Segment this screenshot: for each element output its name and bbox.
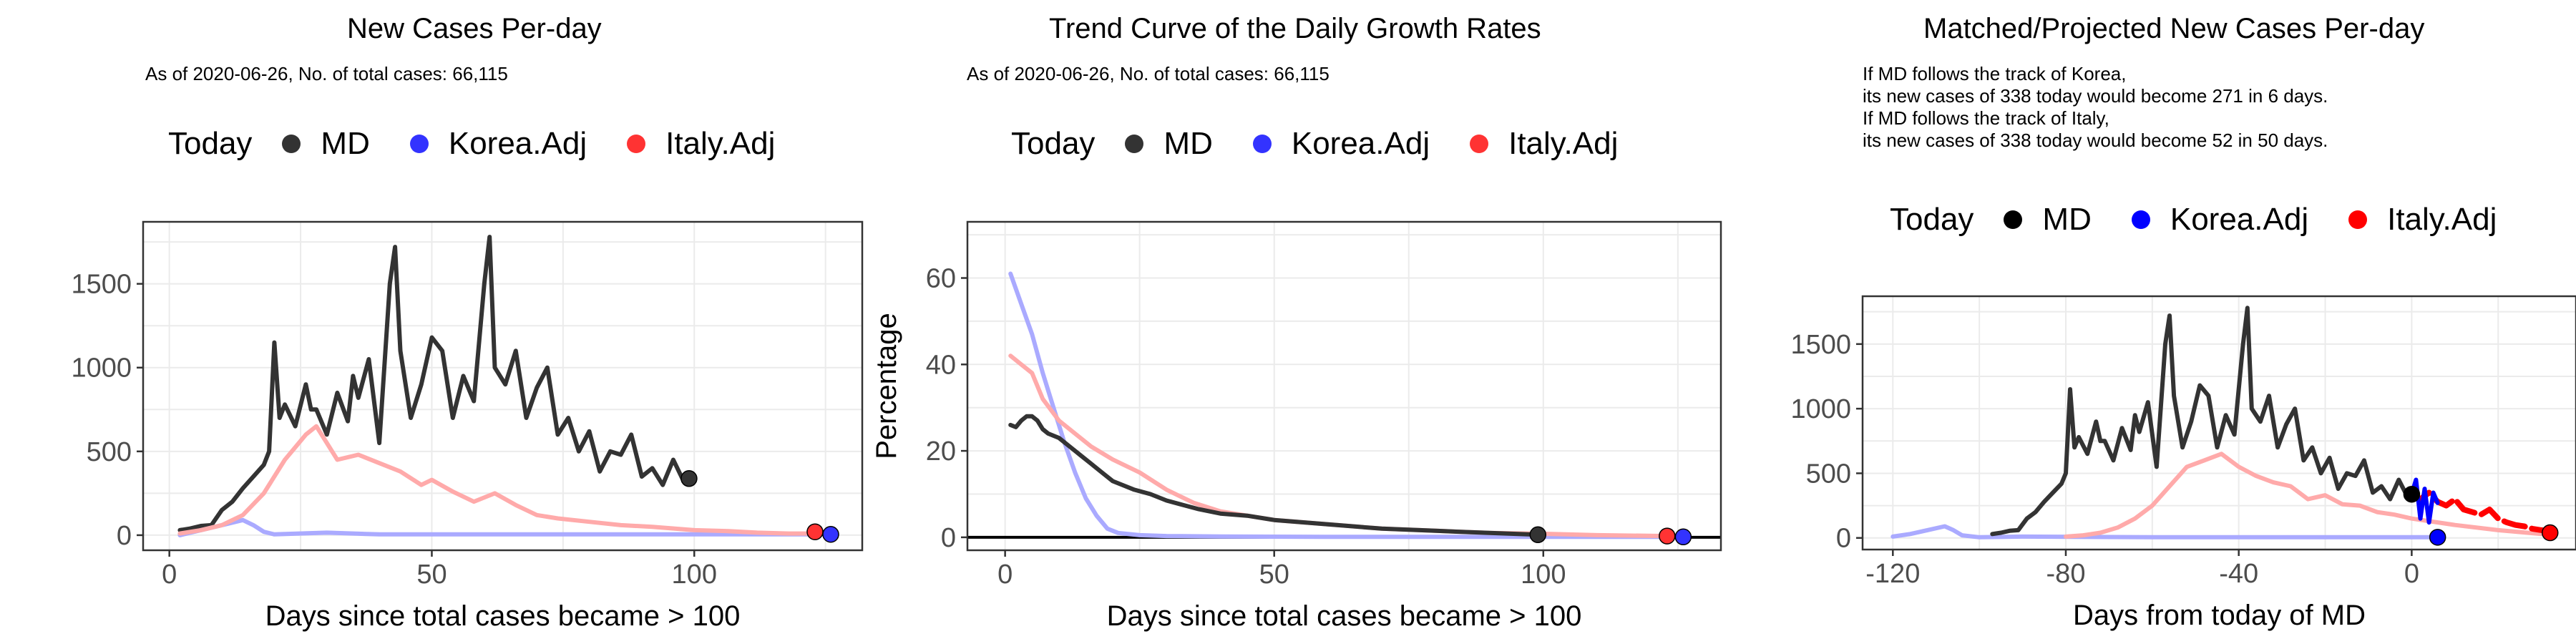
panel-new-cases: New Cases Per-day As of 2020-06-26, No. …: [0, 0, 864, 644]
panel-growth-rates: Trend Curve of the Daily Growth Rates As…: [859, 0, 1722, 644]
chart-subtitle: As of 2020-06-26, No. of total cases: 66…: [967, 63, 1330, 84]
legend-title: Today: [1011, 126, 1096, 161]
plot-area: [1863, 296, 2576, 550]
x-tick-label: 100: [672, 560, 717, 590]
legend-dot-md: [282, 135, 301, 153]
legend-label-italy: Italy.Adj: [2387, 202, 2497, 237]
y-tick-label: 1000: [71, 353, 132, 384]
x-tick-label: 100: [1521, 560, 1566, 590]
series-line-korea-adj-projected: [2409, 477, 2440, 525]
legend-label-korea: Korea.Adj: [448, 126, 587, 161]
today-point-korea-adj: [822, 526, 839, 543]
series-line-korea-adj: [1008, 271, 1686, 540]
series-line-korea-adj-matched: [1890, 524, 2440, 540]
plot-frame: [1861, 295, 2576, 551]
today-point-italy-adj: [2541, 524, 2559, 542]
x-axis-label: Days since total cases became > 100: [265, 600, 741, 632]
legend-title: Today: [1890, 202, 1974, 237]
y-tick-label: 1500: [71, 270, 132, 300]
plot-area: [143, 222, 862, 550]
y-axis-label: Percentage: [871, 313, 902, 459]
x-tick-label: -120: [1865, 559, 1920, 589]
legend-label-md: MD: [2042, 202, 2092, 237]
legend-dot-korea: [1252, 135, 1272, 153]
today-point-korea-adj: [2429, 529, 2446, 546]
series-line-italy-adj-matched: [2064, 452, 2544, 539]
x-tick-label: -40: [2219, 559, 2258, 589]
today-point-md: [1529, 526, 1547, 544]
legend-dot-md: [1125, 135, 1144, 153]
chart-subtitle-line: its new cases of 338 today would become …: [1863, 85, 2328, 107]
chart-legend: Today MD Korea.Adj Italy.Adj: [1011, 126, 1618, 162]
today-point-korea-adj: [1674, 528, 1692, 546]
plot-growth-rates: 0 50 100 0 20 40 60 Days since total cases beca…: [871, 220, 1722, 632]
series-line-md: [1990, 306, 2414, 537]
chart-subtitle: As of 2020-06-26, No. of total cases: 66…: [145, 63, 508, 84]
y-tick-label: 500: [1806, 459, 1851, 489]
legend-label-korea: Korea.Adj: [2170, 202, 2309, 237]
chart-legend: Today MD Korea.Adj Italy.Adj: [168, 126, 775, 162]
y-tick-label: 1500: [1790, 330, 1851, 360]
legend-dot-italy: [2348, 210, 2368, 229]
panel-projected: Matched/Projected New Cases Per-day If M…: [1717, 0, 2576, 644]
y-tick-label: 1000: [1790, 394, 1851, 424]
y-tick-label: 0: [941, 523, 956, 553]
chart-subtitle-line: If MD follows the track of Korea,: [1863, 63, 2127, 84]
legend-dot-korea: [2131, 210, 2150, 229]
x-tick-label: 50: [1259, 560, 1289, 590]
x-tick-label: -80: [2046, 559, 2086, 589]
x-axis-label: Days from today of MD: [2073, 600, 2366, 631]
chart-title: New Cases Per-day: [347, 13, 602, 44]
y-tick-label: 40: [926, 350, 956, 380]
plot-area: [967, 222, 1721, 550]
chart-title: Trend Curve of the Daily Growth Rates: [1049, 13, 1541, 44]
chart-title: Matched/Projected New Cases Per-day: [1923, 13, 2425, 44]
legend-dot-italy: [1470, 135, 1489, 153]
chart-legend: Today MD Korea.Adj Italy.Adj: [1890, 202, 2497, 238]
legend-dot-italy: [627, 135, 646, 153]
chart-subtitle-line: If MD follows the track of Italy,: [1863, 107, 2109, 129]
y-tick-label: 0: [1836, 524, 1851, 554]
legend-label-italy: Italy.Adj: [1508, 126, 1619, 161]
y-tick-label: 500: [87, 437, 132, 467]
legend-dot-korea: [409, 135, 429, 153]
today-point-italy-adj: [1659, 527, 1676, 545]
x-tick-label: 0: [2404, 559, 2419, 589]
legend-label-korea: Korea.Adj: [1291, 126, 1430, 161]
x-axis-label: Days since total cases became > 100: [1107, 600, 1582, 632]
today-point-italy-adj: [806, 523, 824, 540]
y-tick-label: 0: [117, 521, 132, 551]
series-line-italy-adj: [177, 424, 817, 536]
chart-subtitle-line: its new cases of 338 today would become …: [1863, 130, 2328, 151]
y-tick-label: 60: [926, 264, 956, 294]
plot-frame: [966, 220, 1722, 552]
x-tick-label: 50: [416, 560, 447, 590]
series-line-md: [1008, 414, 1541, 537]
x-tick-label: 0: [162, 560, 177, 590]
x-tick-label: 0: [997, 560, 1013, 590]
legend-label-italy: Italy.Adj: [665, 126, 776, 161]
legend-dot-md: [2004, 210, 2023, 229]
plot-frame: [142, 220, 864, 552]
legend-title: Today: [168, 126, 253, 161]
series-line-md: [177, 235, 691, 532]
legend-label-md: MD: [1163, 126, 1213, 161]
legend-label-md: MD: [321, 126, 370, 161]
today-point-md: [2403, 485, 2421, 503]
today-point-md: [680, 470, 698, 487]
y-tick-label: 20: [926, 436, 956, 467]
plot-projected: -120 -80 -40 0 0 500 1000 1500 Days from today o…: [1790, 295, 2576, 631]
